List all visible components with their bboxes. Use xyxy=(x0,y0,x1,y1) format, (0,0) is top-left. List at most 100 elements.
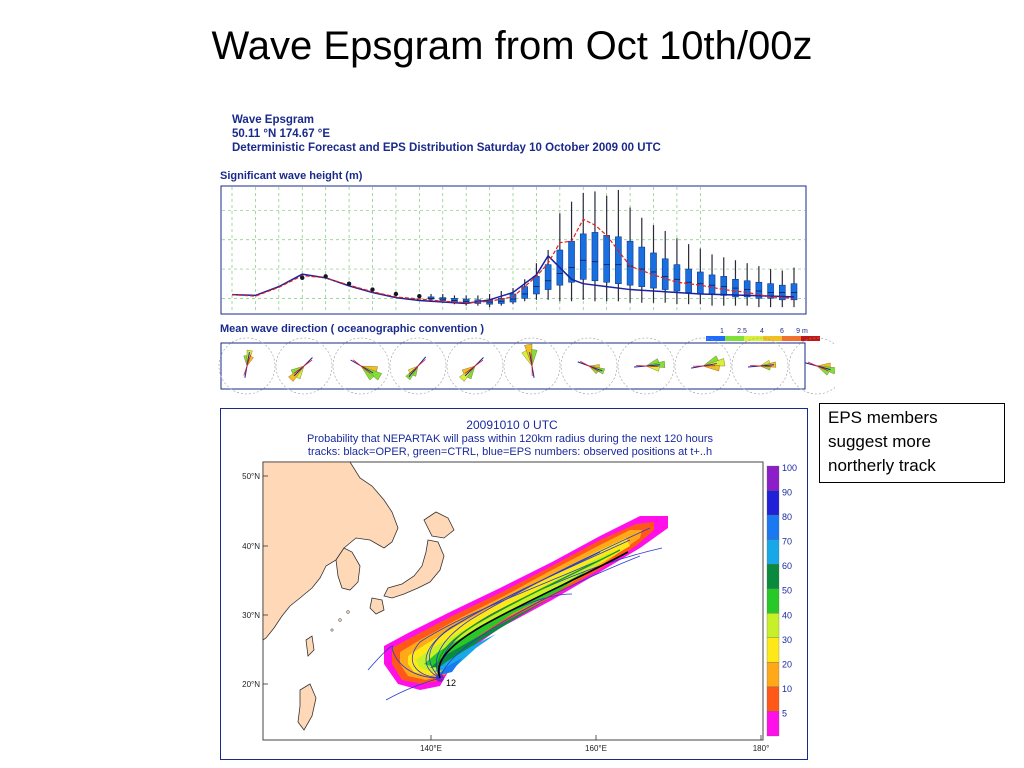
epsgram-location: 50.11 °N 174.67 °E xyxy=(232,128,331,140)
oper-line xyxy=(231,218,795,304)
box-27 xyxy=(743,263,751,306)
legend-swatch-0 xyxy=(706,336,725,341)
box-body xyxy=(685,268,692,293)
lat-label-1: 40°N xyxy=(242,542,260,551)
colorbar-swatch-3 xyxy=(766,539,780,565)
box-body xyxy=(615,236,622,284)
rose-10 xyxy=(788,337,835,395)
rose-ring xyxy=(617,337,675,395)
box-6 xyxy=(497,291,505,306)
rose-oper-arrow xyxy=(580,360,600,373)
box-body xyxy=(579,233,587,280)
colorbar-swatch-4 xyxy=(766,564,780,589)
legend-swatch-4 xyxy=(782,336,801,341)
rose-ring xyxy=(560,337,618,395)
box-30 xyxy=(778,270,786,308)
rose-ring xyxy=(731,337,789,395)
colorbar-label-10: 10 xyxy=(782,684,792,694)
box-29 xyxy=(767,269,774,308)
lon-label-0: 140°E xyxy=(420,744,442,753)
legend-tick-4: 9 m xyxy=(796,328,808,335)
eps-track-9 xyxy=(385,677,441,701)
japan-kyushu xyxy=(369,597,385,615)
longitude-ticks: 140°E 160°E 180° xyxy=(420,735,769,753)
legend-swatch-1 xyxy=(725,336,744,341)
legend-tick-1: 2.5 xyxy=(737,328,747,335)
tracks xyxy=(367,527,663,701)
rose-7 xyxy=(617,337,675,395)
wave-height-y-ticks: 2 4 6 8 xyxy=(215,206,216,303)
colorbar-swatch-0 xyxy=(766,465,780,491)
eps-note-box: EPS members suggest more northerly track xyxy=(819,403,1005,483)
wave-direction-roses xyxy=(218,337,835,395)
observed-point-0 xyxy=(300,275,305,281)
box-13 xyxy=(579,192,587,300)
rose-oper-arrow xyxy=(352,359,371,374)
ctrl-line xyxy=(231,254,795,305)
wave-height-boxes xyxy=(427,189,798,308)
rose-1 xyxy=(275,337,333,395)
box-body xyxy=(638,246,646,287)
wave-height-panel-label: Significant wave height (m) xyxy=(220,170,363,182)
rose-oper-arrow xyxy=(807,361,829,372)
observed-point-5 xyxy=(417,293,422,299)
rose-oper-arrow xyxy=(531,353,533,377)
legend-tick-3: 6 xyxy=(780,328,784,335)
map-title: 20091010 0 UTC xyxy=(466,418,558,432)
lon-label-1: 160°E xyxy=(585,744,607,753)
slide-title: Wave Epsgram from Oct 10th/00z xyxy=(211,24,813,68)
rose-oper-arrow xyxy=(465,359,484,374)
y-tick-8: 8 xyxy=(215,206,216,215)
rose-oper-arrow xyxy=(243,354,252,376)
colorbar-label-50: 50 xyxy=(782,586,792,596)
legend-tick-0: 1 xyxy=(720,328,724,335)
box-body xyxy=(533,276,540,295)
colorbar-label-5: 5 xyxy=(782,708,787,718)
colorbar-label-30: 30 xyxy=(782,635,792,645)
box-26 xyxy=(732,260,739,306)
box-body xyxy=(720,276,728,296)
colorbar-swatch-10 xyxy=(766,711,780,737)
lat-label-2: 30°N xyxy=(242,611,260,620)
box-19 xyxy=(650,225,657,303)
box-body xyxy=(568,240,575,283)
direction-legend: 1 2.5 4 6 9 m xyxy=(706,328,820,341)
colorbar-label-70: 70 xyxy=(782,537,792,547)
rose-ring xyxy=(389,337,447,395)
box-body xyxy=(661,258,669,290)
eps-track-4 xyxy=(367,645,441,679)
rose-oper-arrow xyxy=(749,364,773,368)
lat-label-0: 50°N xyxy=(242,472,260,481)
observed-point-4 xyxy=(393,291,399,297)
map-tracks-label: tracks: black=OPER, green=CTRL, blue=EPS… xyxy=(308,446,712,458)
colorbar-swatch-7 xyxy=(766,637,780,663)
box-14 xyxy=(591,191,599,302)
rose-ring xyxy=(332,337,390,395)
y-tick-2: 2 xyxy=(215,294,216,303)
observed-point-1 xyxy=(323,274,328,279)
rose-ring xyxy=(218,337,276,395)
ctrl-track xyxy=(436,549,621,679)
swath-50 xyxy=(424,570,588,668)
colorbar-swatch-2 xyxy=(766,514,780,540)
rose-3 xyxy=(389,337,447,395)
colorbar-label-100: 100 xyxy=(782,463,797,473)
colorbar-label-40: 40 xyxy=(782,610,792,620)
rose-0 xyxy=(218,337,276,395)
epsgram-subtitle: Deterministic Forecast and EPS Distribut… xyxy=(232,142,661,154)
box-body xyxy=(626,240,634,286)
colorbar-swatch-8 xyxy=(766,662,780,688)
colorbar-swatch-5 xyxy=(766,588,780,614)
probability-map: 20091010 0 UTC Probability that NEPARTAK… xyxy=(220,408,808,760)
box-10 xyxy=(544,250,552,300)
island-3 xyxy=(330,628,334,632)
oper-track xyxy=(437,551,629,679)
rose-4 xyxy=(446,337,504,395)
box-body xyxy=(544,264,552,290)
swath-60 xyxy=(430,598,550,668)
rose-ring xyxy=(446,337,504,395)
box-body xyxy=(673,264,681,292)
box-body xyxy=(743,280,751,298)
box-body xyxy=(697,271,704,295)
box-body xyxy=(767,283,774,299)
